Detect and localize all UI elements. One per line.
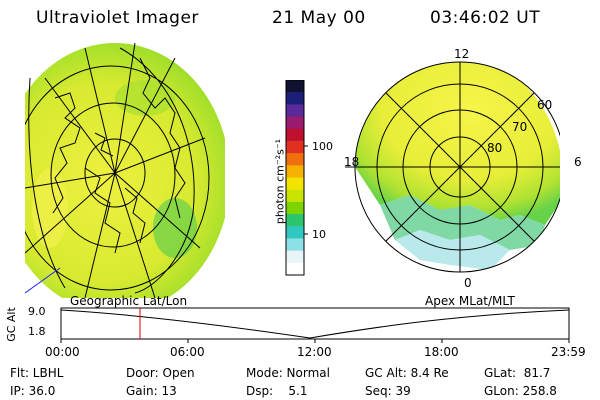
timeline-plot — [60, 307, 570, 343]
colorbar-swatch — [286, 250, 304, 264]
geo-lat-circle-80 — [84, 138, 146, 208]
mlt-label-18: 18 — [344, 155, 360, 169]
mlt-label-6: 6 — [574, 155, 582, 169]
colorbar-swatch — [286, 214, 304, 227]
mlt-lat-label-60: 60 — [537, 98, 553, 112]
timeline-x-tick-1200: 12:00 — [297, 345, 332, 359]
status-gc-alt: GC Alt: 8.4 Re — [365, 366, 449, 380]
colorbar-swatch — [286, 177, 304, 191]
timeline-x-ticks — [60, 339, 570, 343]
timeline-y-tick-high: 9.0 — [28, 305, 46, 318]
colorbar-label: photon cm⁻²s⁻¹ — [273, 138, 287, 225]
mlt-lat-label-80: 80 — [487, 141, 503, 155]
status-ip: IP: 36.0 — [10, 384, 56, 398]
geo-edge — [28, 77, 66, 289]
colorbar-frame — [285, 80, 305, 276]
geo-meridians — [25, 42, 206, 298]
geo-coastlines — [52, 57, 186, 254]
colorbar-swatch — [286, 92, 304, 105]
mlt-label-0: 0 — [464, 276, 472, 290]
timeline-x-tick-0600: 06:00 — [170, 345, 205, 359]
colorbar — [285, 80, 308, 276]
timeline-y-tick-low: 1.8 — [28, 325, 46, 338]
timeline-altitude-curve — [60, 309, 570, 339]
status-gain: Gain: 13 — [126, 384, 177, 398]
geo-lat-circle-60 — [25, 65, 210, 291]
timeline-x-tick-2359: 23:59 — [551, 345, 586, 359]
date-label: 21 May 00 — [272, 8, 366, 28]
colorbar-swatch — [286, 201, 304, 215]
timeline-y-axis-label: GC Alt — [4, 307, 18, 342]
status-mode: Mode: Normal — [246, 366, 330, 380]
status-dsp: Dsp: 5.1 — [246, 384, 308, 398]
colorbar-swatch — [286, 128, 304, 142]
mlt-aurora-fill — [355, 62, 560, 225]
status-seq: Seq: 39 — [365, 384, 411, 398]
colorbar-swatch — [286, 80, 304, 93]
geo-lat-circle-70 — [50, 102, 176, 248]
timeline-frame — [60, 307, 570, 340]
colorbar-tick-label-100: 100 — [312, 140, 333, 153]
colorbar-tick-label-10: 10 — [312, 228, 326, 241]
timeline-right-caption: Apex MLat/MLT — [425, 294, 515, 308]
mlt-label-12: 12 — [454, 47, 470, 61]
timeline-x-tick-1800: 18:00 — [424, 345, 459, 359]
geo-blue-line — [25, 267, 61, 294]
colorbar-swatch — [286, 104, 304, 118]
status-door: Door: Open — [126, 366, 195, 380]
colorbar-swatch — [286, 226, 304, 239]
mlt-lat-label-70: 70 — [512, 120, 528, 134]
time-label: 03:46:02 UT — [430, 8, 541, 28]
status-glon: GLon: 258.8 — [484, 384, 557, 398]
mlt-polar-map — [345, 61, 560, 273]
timeline-left-caption: Geographic Lat/Lon — [70, 294, 188, 308]
colorbar-swatch — [286, 165, 304, 178]
colorbar-swatch — [286, 140, 304, 154]
colorbar-swatch — [286, 238, 304, 252]
geo-aurora-fill — [25, 43, 225, 298]
status-filter: Flt: LBHL — [10, 366, 64, 380]
timeline-x-tick-0000: 00:00 — [45, 345, 80, 359]
colorbar-swatch — [286, 189, 304, 203]
colorbar-stripes — [286, 80, 304, 276]
geographic-map — [25, 42, 225, 298]
colorbar-swatch — [286, 116, 304, 130]
colorbar-swatch — [286, 153, 304, 166]
instrument-title: Ultraviolet Imager — [36, 8, 199, 28]
status-glat: GLat: 81.7 — [484, 366, 551, 380]
colorbar-swatch — [286, 262, 304, 276]
mlt-diagonal-2 — [385, 92, 535, 242]
